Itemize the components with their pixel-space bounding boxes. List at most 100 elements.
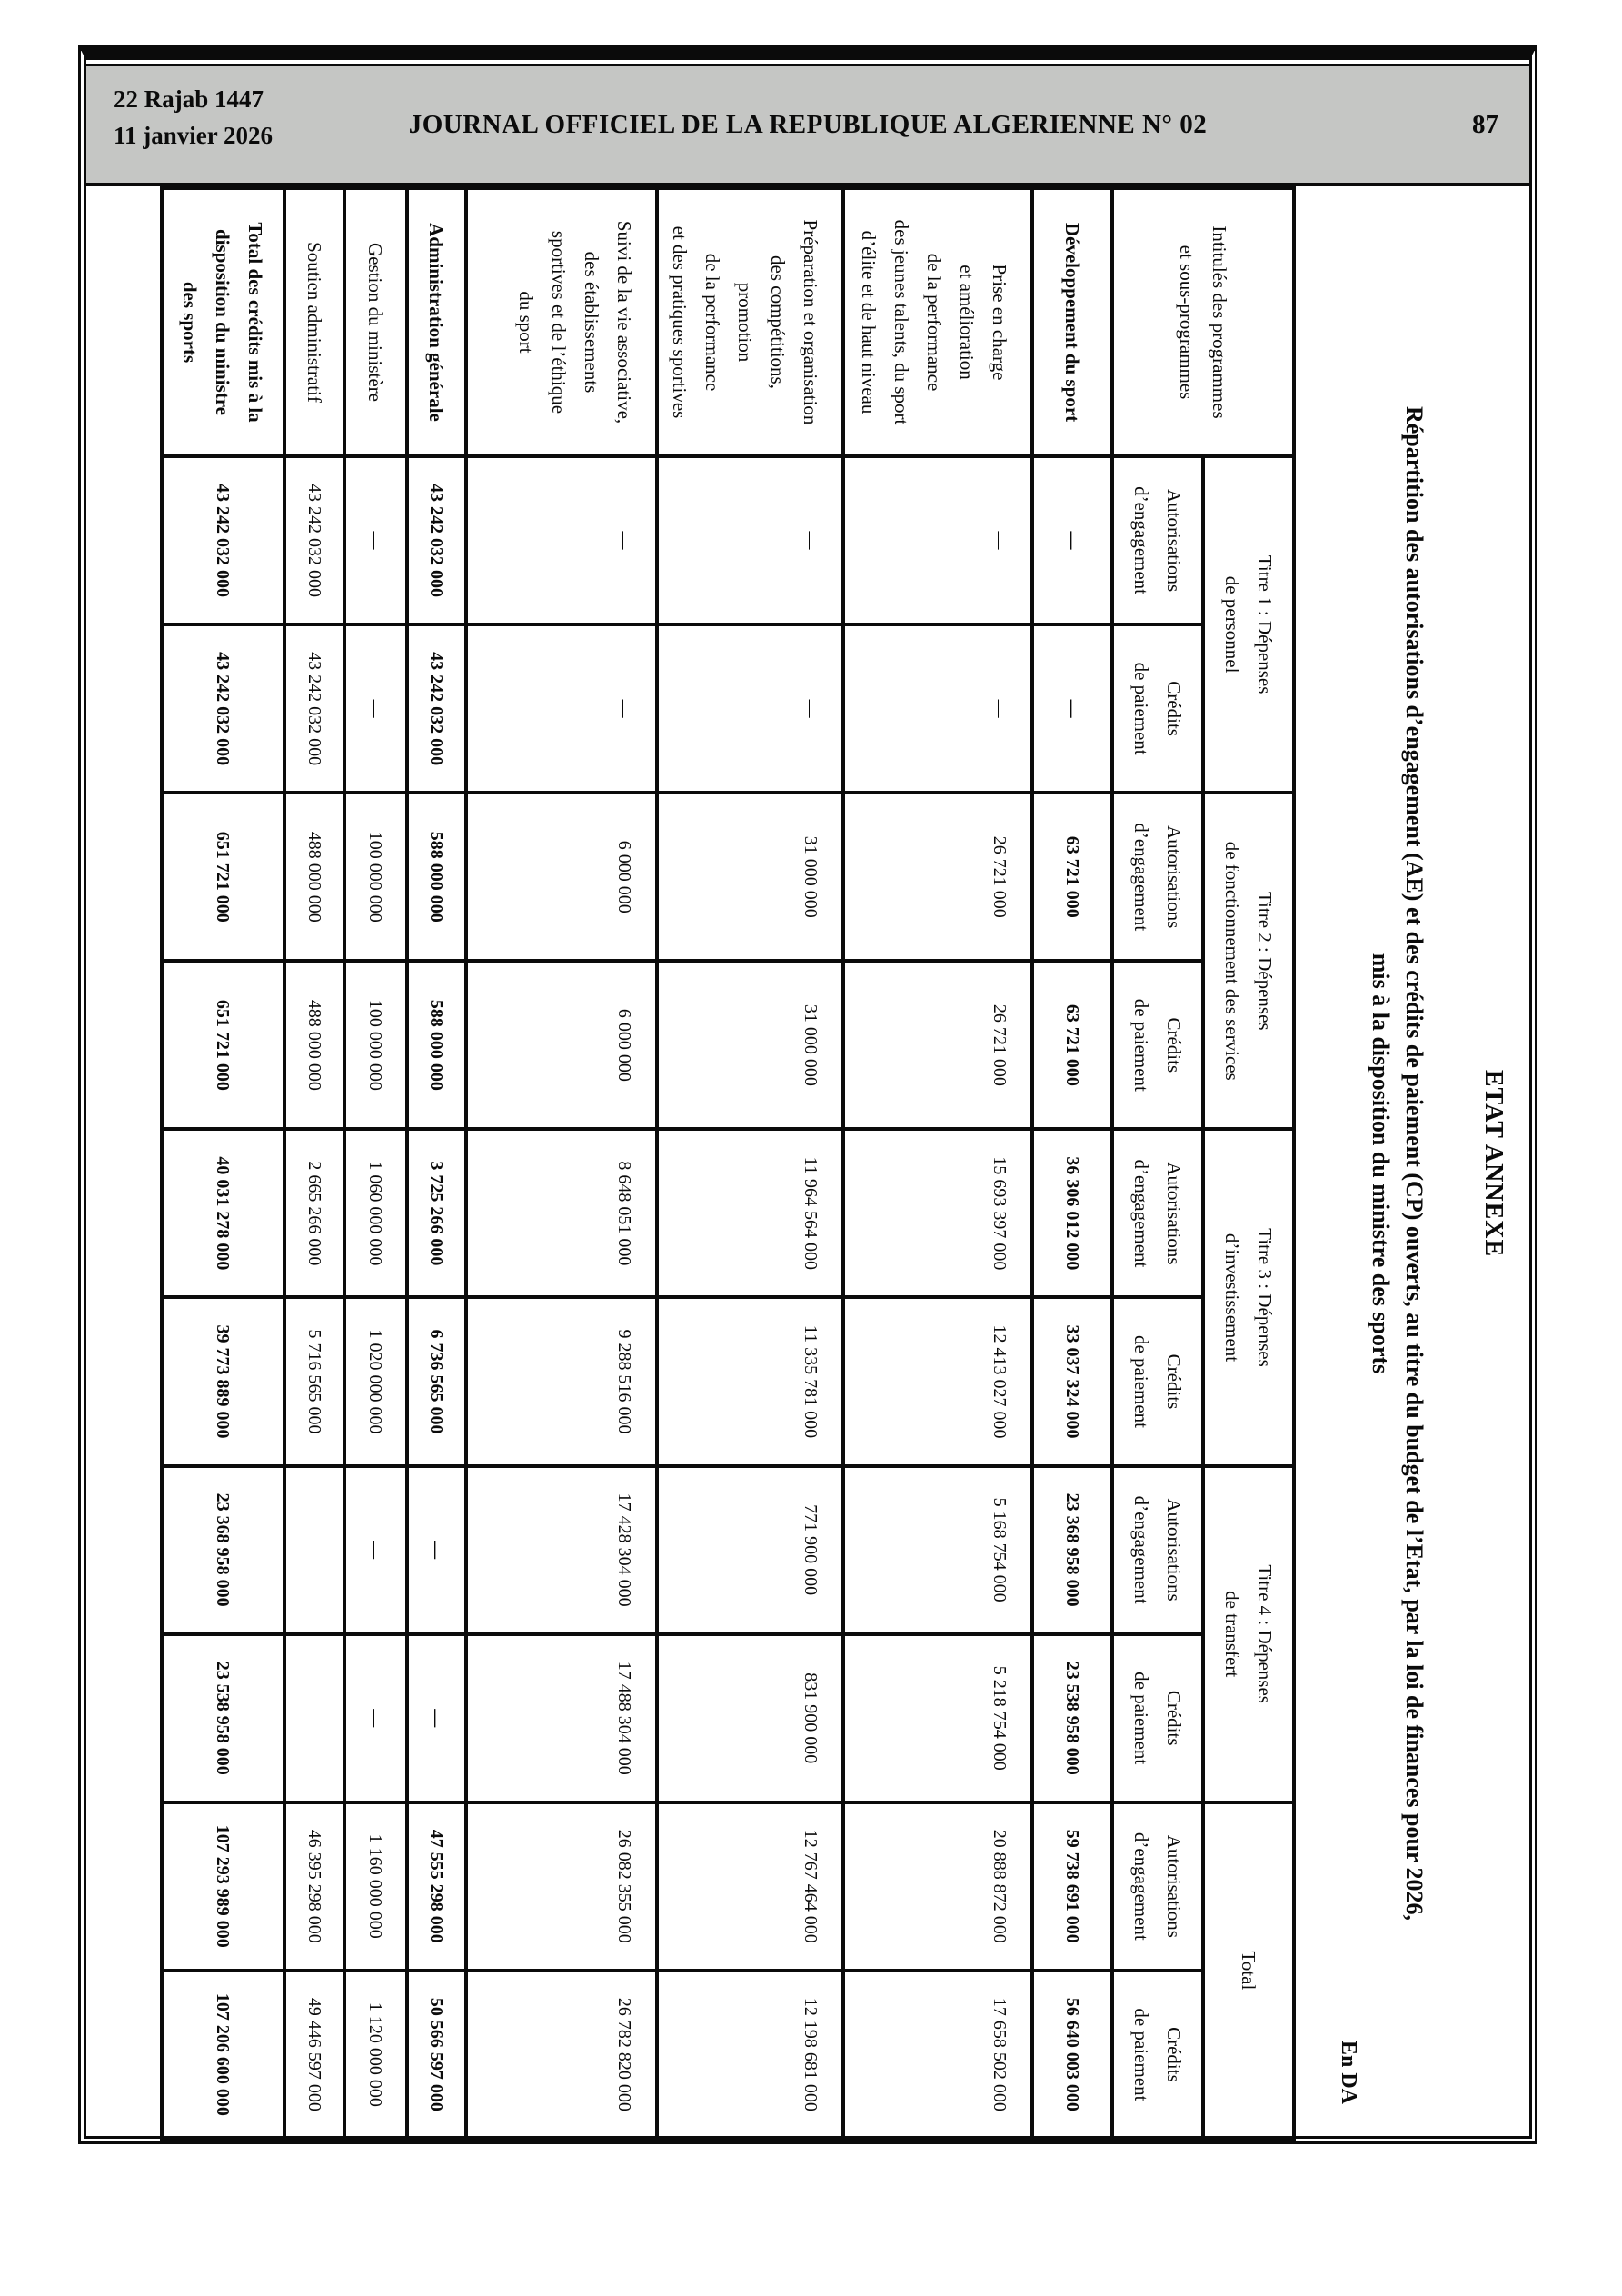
col-header-cp-group5: Crédits de paiement [1112, 1970, 1203, 2139]
value-cell: 39 773 889 000 [162, 1297, 284, 1466]
value-cell: 63 721 000 [1032, 793, 1112, 962]
col-header-titre2: Titre 2 : Dépenses de fonctionnement des… [1203, 793, 1294, 1130]
col-header-ae-group2: Autorisations d’engagement [1112, 793, 1203, 962]
value-cell: 100 000 000 [344, 961, 407, 1130]
value-cell: 488 000 000 [284, 793, 344, 962]
date-hijri: 22 Rajab 1447 [114, 85, 264, 113]
currency-note: En DA [1337, 2040, 1360, 2104]
value-cell: 56 640 003 000 [1032, 1970, 1112, 2139]
annex-title: Répartition des autorisations d’engageme… [1364, 186, 1431, 2141]
page-number: 87 [1472, 110, 1498, 139]
value-cell: 588 000 000 [407, 793, 466, 962]
value-cell: 43 242 032 000 [407, 624, 466, 794]
value-cell: 831 900 000 [657, 1633, 843, 1802]
row-name: Total des crédits mis à la disposition d… [162, 188, 284, 456]
table-row-2: Prise en charge et amélioration de la pe… [843, 188, 1032, 2139]
value-cell: — [1032, 624, 1112, 794]
value-cell: 12 767 464 000 [657, 1802, 843, 1971]
row-name: Développement du sport [1032, 188, 1112, 456]
value-cell: — [843, 456, 1032, 625]
value-cell: 1 020 000 000 [344, 1297, 407, 1466]
value-cell: 771 900 000 [657, 1465, 843, 1634]
table-row-7: Soutien administratif 43 242 032 000 43 24… [284, 188, 344, 2139]
value-cell: 50 566 597 000 [407, 1970, 466, 2139]
value-cell: 43 242 032 000 [284, 456, 344, 625]
journal-title: JOURNAL OFFICIEL DE LA REPUBLIQUE ALGERI… [408, 110, 1208, 139]
value-cell: 5 168 754 000 [843, 1465, 1032, 1634]
value-cell: — [344, 456, 407, 625]
value-cell: — [407, 1465, 466, 1634]
value-cell: 63 721 000 [1032, 961, 1112, 1130]
issue-dates: 22 Rajab 1447 11 janvier 2026 [114, 81, 273, 154]
value-cell: — [843, 624, 1032, 794]
value-cell: 3 725 266 000 [407, 1129, 466, 1298]
value-cell: 49 446 597 000 [284, 1970, 344, 2139]
value-cell: — [284, 1465, 344, 1634]
table-row-4: Suivi de la vie associative, des établis… [466, 188, 657, 2139]
value-cell: — [344, 1633, 407, 1802]
value-cell: 5 716 565 000 [284, 1297, 344, 1466]
col-header-total: Total [1203, 1802, 1294, 2139]
col-header-intitules: Intitulés des programmes et sous-program… [1112, 188, 1294, 456]
value-cell: 1 120 000 000 [344, 1970, 407, 2139]
value-cell: 40 031 278 000 [162, 1129, 284, 1298]
row-name: Prise en charge et amélioration de la pe… [843, 188, 1032, 456]
page-frame: 22 Rajab 1447 11 janvier 2026 JOURNAL OF… [78, 45, 1537, 2144]
value-cell: 488 000 000 [284, 961, 344, 1130]
value-cell: 1 160 000 000 [344, 1802, 407, 1971]
value-cell: — [407, 1633, 466, 1802]
annex-title-line2: mis à la disposition du ministre des spo… [1368, 953, 1394, 1374]
row-name: Préparation et organisation des compétit… [657, 188, 843, 456]
value-cell: — [466, 624, 657, 794]
value-cell: 11 335 781 000 [657, 1297, 843, 1466]
table-header: Intitulés des programmes et sous-program… [1112, 188, 1294, 2139]
budget-table: Intitulés des programmes et sous-program… [160, 186, 1296, 2141]
value-cell: 47 555 298 000 [407, 1802, 466, 1971]
table-row-5: Administration générale 43 242 032 000 43 … [407, 188, 466, 2139]
col-header-ae-group1: Autorisations d’engagement [1112, 456, 1203, 625]
col-header-cp-group4: Crédits de paiement [1112, 1633, 1203, 1802]
value-cell: 6 000 000 [466, 793, 657, 962]
value-cell: 588 000 000 [407, 961, 466, 1130]
table-row-6: Gestion du ministère — —100 000 000 100 000… [344, 188, 407, 2139]
value-cell: 651 721 000 [162, 961, 284, 1130]
value-cell: 43 242 032 000 [407, 456, 466, 625]
value-cell: 43 242 032 000 [162, 624, 284, 794]
value-cell: 17 658 502 000 [843, 1970, 1032, 2139]
value-cell: 9 288 516 000 [466, 1297, 657, 1466]
value-cell: 2 665 266 000 [284, 1129, 344, 1298]
value-cell: 43 242 032 000 [162, 456, 284, 625]
table-body: Développement du sport — —63 721 000 63 721… [162, 188, 1112, 2139]
value-cell: 651 721 000 [162, 793, 284, 962]
value-cell: — [657, 624, 843, 794]
value-cell: 107 206 600 000 [162, 1970, 284, 2139]
value-cell: 26 721 000 [843, 961, 1032, 1130]
col-header-cp-group1: Crédits de paiement [1112, 624, 1203, 794]
value-cell: 5 218 754 000 [843, 1633, 1032, 1802]
row-name: Soutien administratif [284, 188, 344, 456]
value-cell: 17 488 304 000 [466, 1633, 657, 1802]
value-cell: — [1032, 456, 1112, 625]
value-cell: — [657, 456, 843, 625]
annex-heading: ETAT ANNEXE [1479, 1069, 1508, 1258]
value-cell: — [284, 1633, 344, 1802]
value-cell: 23 368 958 000 [162, 1465, 284, 1634]
col-header-titre1: Titre 1 : Dépenses de personnel [1203, 456, 1294, 794]
value-cell: 15 693 397 000 [843, 1129, 1032, 1298]
table-row-8: Total des crédits mis à la disposition d… [162, 188, 284, 2139]
table-row-1: Développement du sport — —63 721 000 63 721… [1032, 188, 1112, 2139]
value-cell: 36 306 012 000 [1032, 1129, 1112, 1298]
header-row-groups: Intitulés des programmes et sous-program… [1112, 188, 1294, 2139]
header-row-ae-cp: Autorisations d’engagement Crédits de pai… [1112, 188, 1203, 2139]
value-cell: 17 428 304 000 [466, 1465, 657, 1634]
value-cell: 23 538 958 000 [162, 1633, 284, 1802]
value-cell: — [344, 624, 407, 794]
value-cell: 1 060 000 000 [344, 1129, 407, 1298]
date-gregorian: 11 janvier 2026 [114, 122, 273, 149]
value-cell: 6 000 000 [466, 961, 657, 1130]
value-cell: 8 648 051 000 [466, 1129, 657, 1298]
col-header-cp-group3: Crédits de paiement [1112, 1297, 1203, 1466]
value-cell: 31 000 000 [657, 793, 843, 962]
value-cell: 12 198 681 000 [657, 1970, 843, 2139]
